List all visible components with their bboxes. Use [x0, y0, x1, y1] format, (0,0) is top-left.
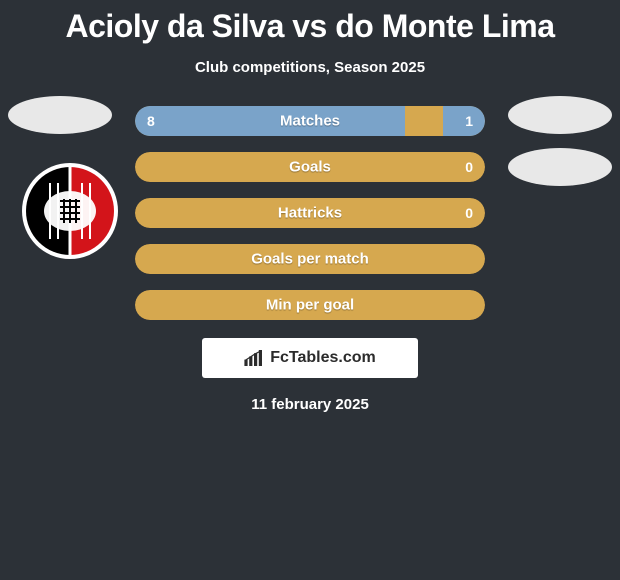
- right-player-badge-1: [508, 96, 612, 134]
- stat-label: Hattricks: [278, 205, 342, 222]
- stat-bars: 8 1 Matches 0 Goals 0 Hattricks Goals per match…: [135, 106, 485, 320]
- stat-left-value: 8: [147, 113, 155, 129]
- brand-box: FcTables.com: [202, 338, 418, 378]
- left-player-badge-1: [8, 96, 112, 134]
- stat-label: Matches: [280, 113, 340, 130]
- stat-row: 0 Goals: [135, 152, 485, 182]
- brand-text: FcTables.com: [270, 349, 376, 367]
- right-player-badge-2: [508, 148, 612, 186]
- stat-row: 8 1 Matches: [135, 106, 485, 136]
- stat-row: 0 Hattricks: [135, 198, 485, 228]
- stat-row: Min per goal: [135, 290, 485, 320]
- left-player-crest: [20, 161, 120, 261]
- stat-left-fill: [135, 106, 405, 136]
- comparison-content: 8 1 Matches 0 Goals 0 Hattricks Goals per match…: [0, 106, 620, 413]
- stat-label: Goals: [289, 159, 331, 176]
- stat-right-value: 0: [465, 159, 473, 175]
- stat-label: Min per goal: [266, 297, 354, 314]
- stat-right-value: 0: [465, 205, 473, 221]
- subtitle: Club competitions, Season 2025: [0, 59, 620, 76]
- footer-date: 11 february 2025: [0, 396, 620, 413]
- page-title: Acioly da Silva vs do Monte Lima: [0, 0, 620, 45]
- stat-row: Goals per match: [135, 244, 485, 274]
- stat-right-fill: [443, 106, 485, 136]
- stat-right-value: 1: [465, 113, 473, 129]
- stat-label: Goals per match: [251, 251, 369, 268]
- brand-chart-icon: [244, 350, 264, 366]
- crest-icon: [20, 161, 120, 261]
